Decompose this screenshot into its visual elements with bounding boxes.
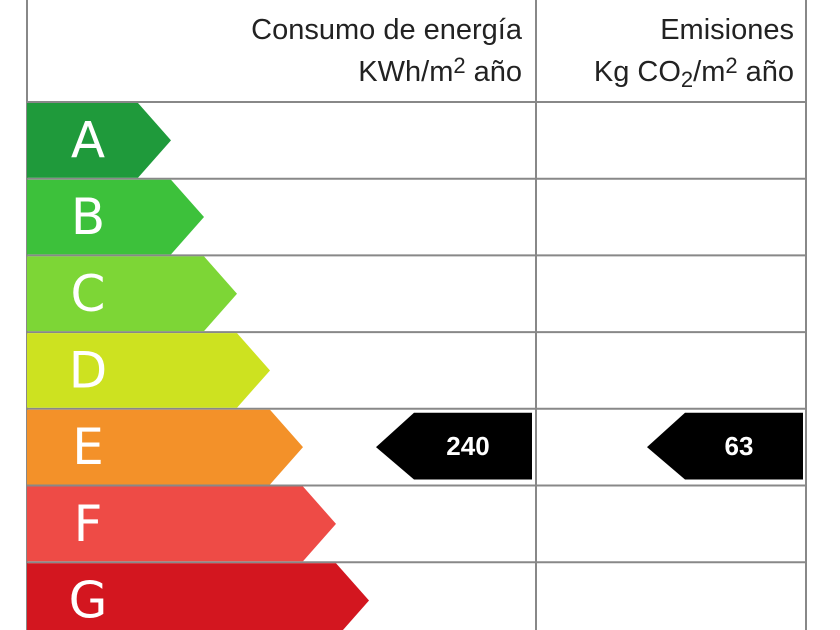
unit-part: KWh/m [358,56,454,88]
emisiones-unit: Kg CO2/m2 año [594,48,794,98]
consumo-unit: KWh/m2 año [251,48,522,90]
emisiones-title: Emisiones [660,14,794,46]
rating-letter: F [74,495,103,553]
unit-part: /m [693,56,726,88]
unit-sup: 2 [453,53,466,78]
unit-part: año [745,56,794,88]
unit-part: año [473,56,522,88]
rating-letter: A [71,111,105,169]
rating-arrow [27,333,270,408]
consumo-title: Consumo de energía [251,14,522,46]
rating-arrow [27,486,336,562]
emisiones-header: Emisiones Kg CO2/m2 año [594,12,794,98]
rating-letter: E [72,418,104,476]
rating-arrow [27,256,237,332]
unit-part: Kg CO [593,56,681,88]
unit-sup: 2 [725,53,738,78]
rating-letter: G [69,572,108,630]
unit-sub: 2 [680,67,694,92]
value-pointer [647,412,803,480]
rating-letter: B [71,188,105,246]
rating-letter: D [69,341,108,399]
value-pointer [376,412,532,480]
consumo-header: Consumo de energía KWh/m2 año [251,12,522,90]
rating-arrow [27,103,171,178]
rating-letter: C [71,265,106,323]
rating-arrow [27,409,303,485]
value-label: 63 [725,431,754,461]
value-label: 240 [446,431,489,461]
rating-arrow [27,563,369,630]
rating-arrow [27,179,204,255]
